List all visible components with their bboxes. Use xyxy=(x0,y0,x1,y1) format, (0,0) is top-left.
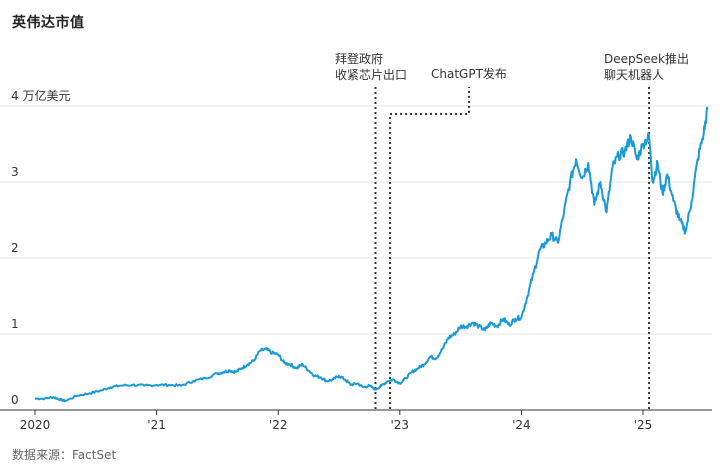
axes: 0 1 2 3 4 万亿美元 2020 '21 '22 '23 '24 '25 xyxy=(0,88,712,432)
series-layer xyxy=(35,106,709,403)
annotation-label-deepseek: 聊天机器人 xyxy=(604,68,664,82)
y-tick-label: 1 xyxy=(11,317,19,331)
x-tick-label: '25 xyxy=(634,418,653,432)
annotation-line-chatgpt xyxy=(389,87,470,409)
source-note: 数据来源：FactSet xyxy=(12,448,117,462)
y-tick-label: 0 xyxy=(11,393,19,407)
annotation-label-chatgpt: ChatGPT发布 xyxy=(431,66,507,81)
x-tick-label: '24 xyxy=(512,418,531,432)
y-tick-label: 4 万亿美元 xyxy=(11,88,70,103)
annotation-label-export-controls: 拜登政府 xyxy=(335,51,383,66)
annotation-label-deepseek: DeepSeek推出 xyxy=(604,52,689,66)
grid-lines xyxy=(0,105,712,335)
y-tick-label: 3 xyxy=(11,165,19,179)
market-cap-line xyxy=(35,106,709,403)
x-tick-label: 2020 xyxy=(20,418,51,432)
x-tick-label: '21 xyxy=(147,418,166,432)
annotation-label-export-controls: 收紧芯片出口 xyxy=(335,68,407,82)
x-tick-label: '23 xyxy=(391,418,410,432)
y-tick-label: 2 xyxy=(11,241,19,255)
x-tick-label: '22 xyxy=(269,418,288,432)
chart-title: 英伟达市值 xyxy=(12,15,85,31)
